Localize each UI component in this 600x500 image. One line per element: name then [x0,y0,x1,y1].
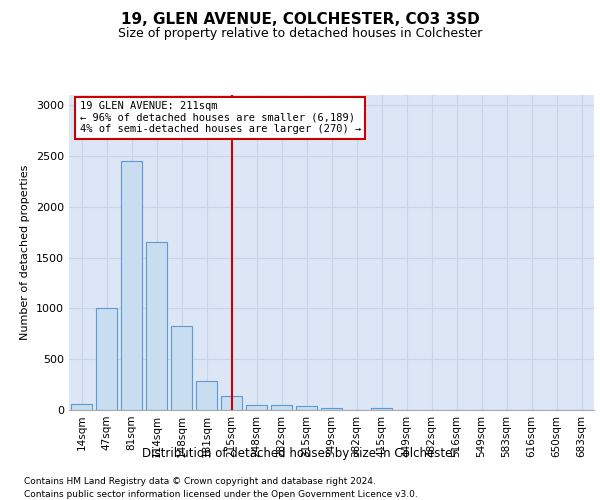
Text: Size of property relative to detached houses in Colchester: Size of property relative to detached ho… [118,28,482,40]
Bar [296,406,317,410]
Bar [321,408,342,410]
Y-axis label: Number of detached properties: Number of detached properties [20,165,31,340]
Bar [196,380,217,410]
Bar [246,406,267,410]
Bar [96,308,117,410]
Bar [71,404,92,410]
Bar [146,242,167,410]
Bar [171,326,192,410]
Bar [371,408,392,410]
Text: 19, GLEN AVENUE, COLCHESTER, CO3 3SD: 19, GLEN AVENUE, COLCHESTER, CO3 3SD [121,12,479,28]
Bar [221,396,242,410]
Text: 19 GLEN AVENUE: 211sqm
← 96% of detached houses are smaller (6,189)
4% of semi-d: 19 GLEN AVENUE: 211sqm ← 96% of detached… [79,102,361,134]
Text: Distribution of detached houses by size in Colchester: Distribution of detached houses by size … [142,448,458,460]
Text: Contains HM Land Registry data © Crown copyright and database right 2024.: Contains HM Land Registry data © Crown c… [24,478,376,486]
Text: Contains public sector information licensed under the Open Government Licence v3: Contains public sector information licen… [24,490,418,499]
Bar [121,161,142,410]
Bar [271,405,292,410]
